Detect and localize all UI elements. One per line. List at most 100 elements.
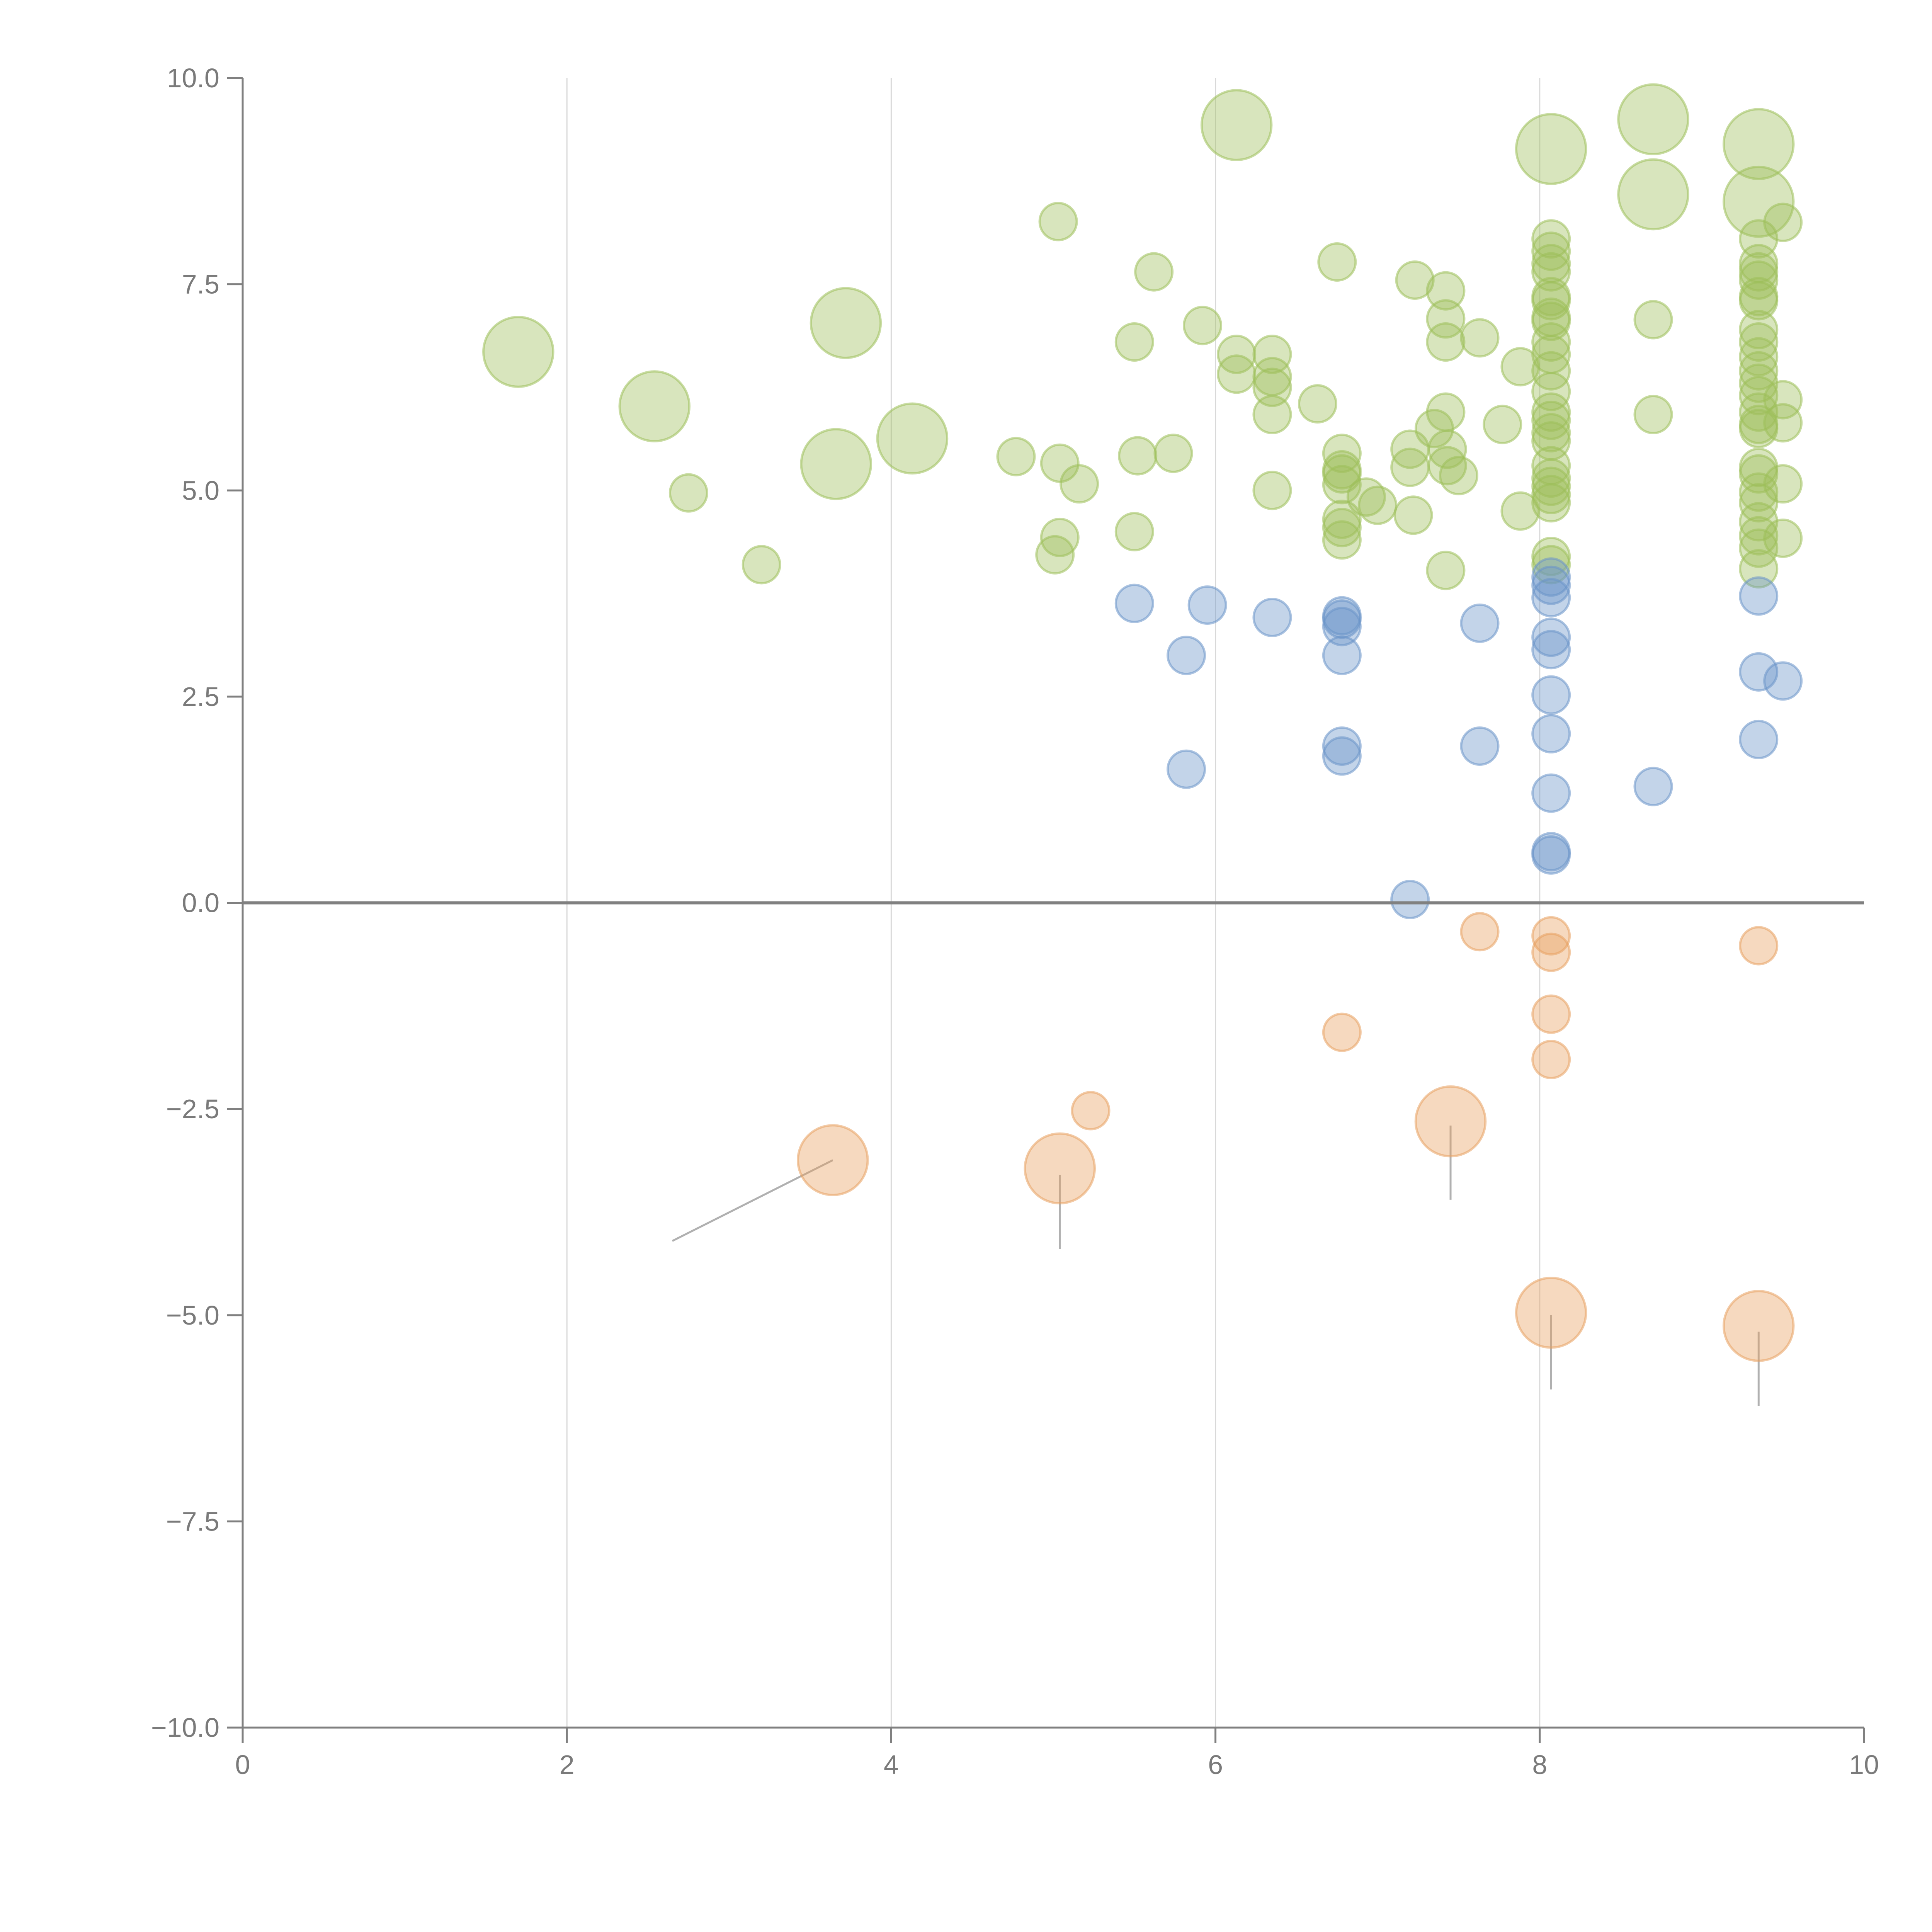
- bubble-point: [1322, 434, 1362, 473]
- bubble-point: [1739, 472, 1779, 512]
- bubble-point: [996, 437, 1036, 476]
- bubble-point: [1460, 912, 1500, 952]
- bubble-point: [1531, 392, 1571, 432]
- bubble-point: [1739, 392, 1779, 432]
- bubble-point: [1739, 281, 1779, 321]
- bubble-point: [1739, 409, 1779, 449]
- bubble-point: [1763, 403, 1803, 443]
- bubble-point: [1200, 89, 1273, 161]
- bubble-point: [1426, 299, 1466, 339]
- bubble-point: [1531, 578, 1571, 617]
- bubble-point: [1531, 351, 1571, 391]
- bubble-point: [1531, 466, 1571, 506]
- bubble-point: [1322, 1012, 1362, 1052]
- bubble-point: [797, 1124, 869, 1196]
- x-tick-label: 4: [884, 1750, 899, 1780]
- bubble-point: [1763, 661, 1803, 701]
- bubble-point: [1531, 400, 1571, 440]
- bubble-point: [1723, 1290, 1795, 1362]
- bubble-point: [1531, 565, 1571, 605]
- bubble-point: [1531, 231, 1571, 271]
- bubble-point: [1427, 429, 1467, 469]
- bubble-point: [1739, 652, 1779, 692]
- bubble-point: [1531, 675, 1571, 715]
- bubble-point: [1739, 926, 1779, 966]
- bubble-point: [1071, 1091, 1111, 1131]
- bubble-point: [1531, 483, 1571, 523]
- bubble-point: [1395, 260, 1435, 300]
- bubble-point: [1414, 1085, 1487, 1158]
- y-tick-label: −7.5: [166, 1506, 219, 1536]
- bubble-point: [1024, 1132, 1096, 1205]
- bubble-point: [1167, 636, 1206, 675]
- series-orange: [797, 912, 1795, 1362]
- bubble-point: [618, 370, 691, 442]
- bubble-point: [1531, 322, 1571, 362]
- bubble-point: [1460, 726, 1500, 766]
- bubble-point: [1114, 583, 1154, 623]
- bubble-point: [1035, 535, 1075, 575]
- bubble-point: [1531, 1040, 1571, 1080]
- bubble-point: [1531, 372, 1571, 412]
- data-points: [482, 83, 1803, 1362]
- bubble-point: [1439, 456, 1478, 495]
- bubble-point: [1531, 835, 1571, 875]
- bubble-point: [1217, 335, 1257, 374]
- bubble-point: [482, 316, 554, 388]
- y-tick-label: 2.5: [182, 682, 219, 712]
- x-tick-label: 8: [1532, 1750, 1547, 1780]
- series-blue: [1114, 557, 1803, 919]
- bubble-point: [1460, 318, 1500, 358]
- bubble-point: [1460, 603, 1500, 643]
- bubble-point: [1187, 585, 1227, 625]
- bubble-point: [1531, 773, 1571, 813]
- y-tick-label: 7.5: [182, 269, 219, 299]
- bubble-point: [876, 402, 949, 475]
- bubble-point: [1723, 108, 1795, 180]
- bubble-point: [1763, 380, 1803, 420]
- bubble-point: [1298, 384, 1337, 424]
- x-tick-label: 10: [1849, 1750, 1879, 1780]
- bubble-point: [1393, 495, 1433, 535]
- bubble-point: [1252, 597, 1292, 637]
- bubble-point: [1739, 322, 1779, 362]
- x-tick-label: 0: [235, 1750, 250, 1780]
- bubble-point: [1531, 281, 1571, 321]
- bubble-point: [1390, 447, 1430, 487]
- bubble-point: [810, 287, 882, 359]
- series-green: [482, 83, 1803, 590]
- bubble-point: [1060, 464, 1099, 504]
- axes: 10.0 7.5 5.0 2.5 0.0 −2.5 −5.0 −7.5 −10.0 0 2 4 6 8 10: [151, 63, 1879, 1780]
- x-tick-label: 6: [1208, 1750, 1223, 1780]
- bubble-point: [1426, 551, 1466, 590]
- bubble-point: [1114, 512, 1154, 551]
- bubble-point: [1617, 158, 1689, 231]
- bubble-point: [1322, 607, 1362, 646]
- x-tick-label: 2: [560, 1750, 575, 1780]
- bubble-point: [1531, 537, 1571, 577]
- bubble-point: [1633, 395, 1673, 434]
- bubble-point: [1217, 354, 1257, 394]
- bubble-point: [1531, 916, 1571, 956]
- bubble-point: [1739, 528, 1779, 568]
- bubble-point: [1426, 322, 1466, 362]
- bubble-point: [1531, 617, 1571, 657]
- bubble-point: [1531, 413, 1571, 452]
- y-tick-label: −10.0: [151, 1713, 219, 1743]
- bubble-point: [1763, 202, 1803, 242]
- bubble-point: [1617, 83, 1689, 155]
- bubble-point: [1426, 271, 1466, 311]
- bubble-point: [1317, 242, 1357, 282]
- bubble-point: [1358, 485, 1398, 525]
- bubble-point: [800, 428, 872, 500]
- bubble-point: [1633, 767, 1673, 806]
- bubble-point: [1500, 491, 1540, 531]
- bubble-point: [1531, 474, 1571, 514]
- bubble-point: [1114, 322, 1154, 362]
- bubble-point: [1252, 367, 1292, 407]
- bubble-point: [1322, 736, 1362, 776]
- bubble-point: [1167, 749, 1206, 789]
- bubble-point: [1390, 879, 1430, 919]
- bubble-point: [1739, 719, 1779, 759]
